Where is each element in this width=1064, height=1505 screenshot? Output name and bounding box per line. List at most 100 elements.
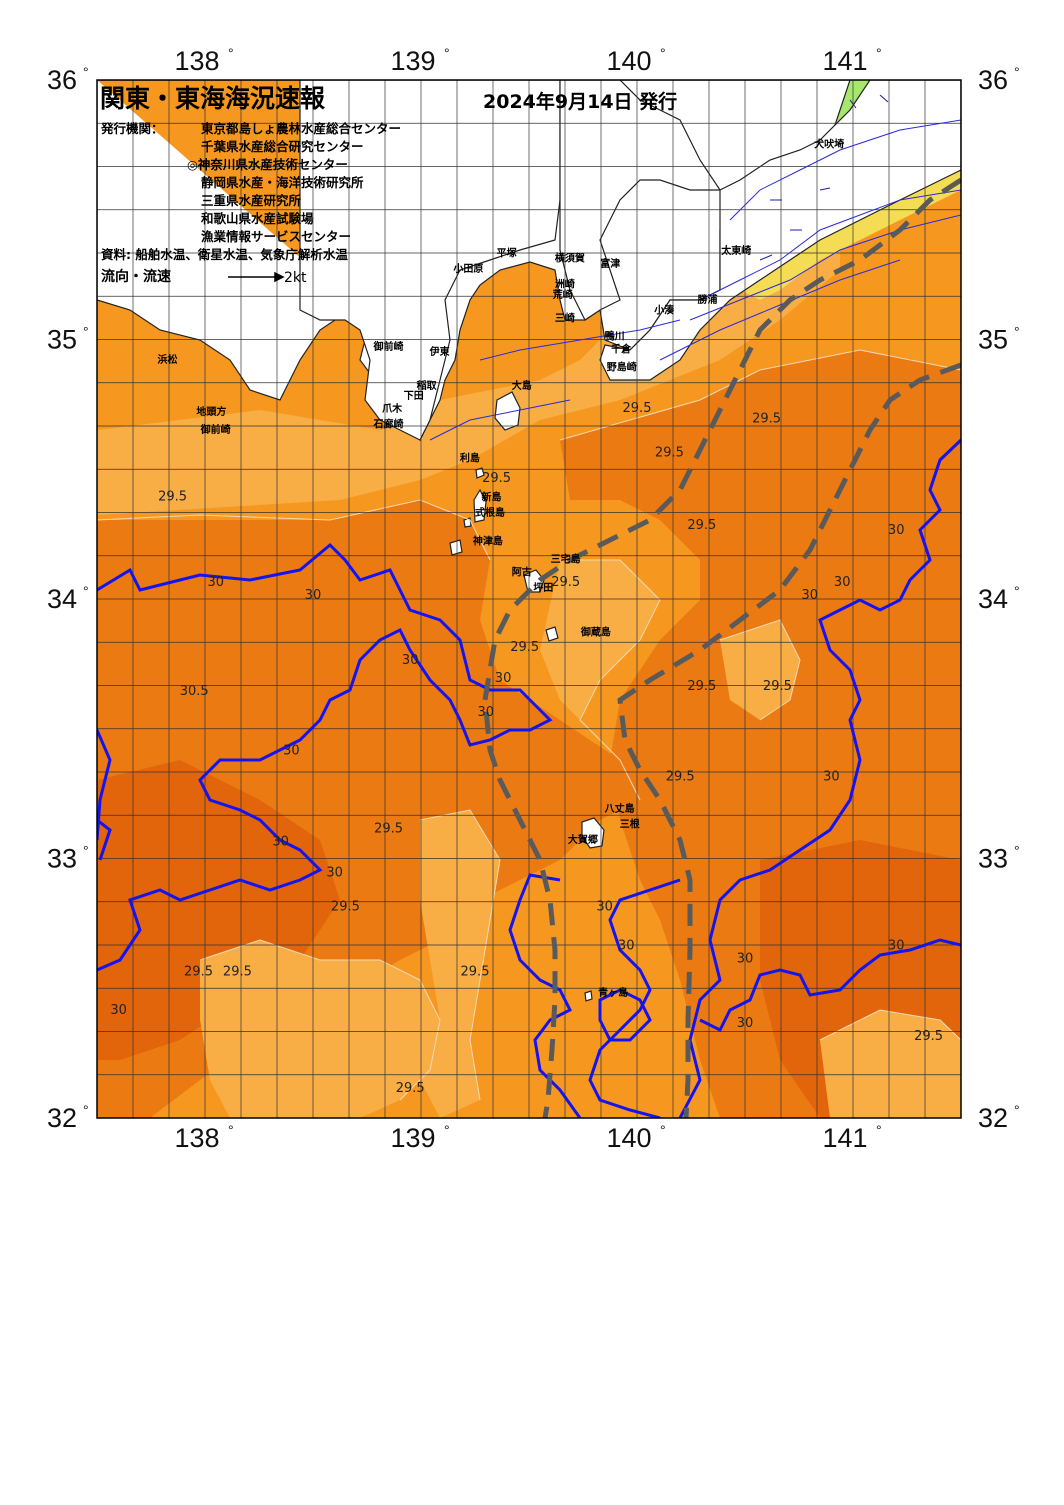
issuer-6: 和歌山県水産試験場 <box>200 211 314 226</box>
isotherm-label: 30 <box>823 770 840 785</box>
land <box>97 80 961 1002</box>
cool-zone-south-2 <box>420 810 500 1118</box>
lat-label-left: 36 <box>47 65 77 95</box>
place-name: 神津島 <box>473 535 503 548</box>
issue-date: 2024年9月14日 発行 <box>483 90 677 113</box>
isotherm-labels: 29.5 30.5 30 30 29.5 29.5 29.5 29.5 29.5 30 30 30 30… <box>110 401 943 1096</box>
lon-label-bottom: 138 <box>174 1123 219 1153</box>
isotherm-label: 30 <box>208 575 225 590</box>
lat-label-left: 33 <box>47 844 77 874</box>
degree-mark: ° <box>1014 1102 1020 1118</box>
place-name: 犬吠埼 <box>814 137 844 150</box>
aogashima <box>584 990 593 1002</box>
cool-zone-south-1 <box>200 940 440 1118</box>
place-name: 利島 <box>460 451 480 464</box>
kozushima <box>449 539 463 556</box>
isotherm-label: 29.5 <box>461 964 490 979</box>
place-name: 小田原 <box>452 262 483 275</box>
isotherm-label: 30 <box>495 671 512 686</box>
isotherm-label: 29.5 <box>655 445 684 460</box>
axis-labels: 138 ° 138 ° 139 ° 139 ° 140 ° 140 ° 141 ° 141 ° 36 ° 36 ° 35… <box>47 45 1020 1153</box>
lon-label-bottom: 141 <box>822 1123 867 1153</box>
isotherm-label: 29.5 <box>763 679 792 694</box>
lon-label-bottom: 140 <box>606 1123 651 1153</box>
lon-label-top: 140 <box>606 46 651 76</box>
place-name: 三崎 <box>555 311 575 324</box>
oshima <box>494 391 521 431</box>
place-name: 大島 <box>512 379 532 392</box>
lat-label-right: 35 <box>978 325 1008 355</box>
flow-arrows <box>759 94 889 261</box>
flow-scale-label: 2kt <box>284 270 307 286</box>
isotherm-label: 29.5 <box>396 1081 425 1096</box>
degree-mark: ° <box>83 1102 89 1118</box>
isotherm-label: 30 <box>888 523 905 538</box>
issuer-5: 三重県水産研究所 <box>201 193 302 208</box>
degree-mark: ° <box>660 45 666 61</box>
degree-mark: ° <box>83 64 89 80</box>
issuer-3: ◎神奈川県水産技術センター <box>187 157 348 172</box>
coastal-isotherms <box>429 119 961 441</box>
place-name: 三宅島 <box>551 553 581 566</box>
lon-label-top: 139 <box>390 46 435 76</box>
isotherm-label: 29.5 <box>510 640 539 655</box>
isotherm-label: 29.5 <box>623 401 652 416</box>
issuer-label: 発行機関： <box>100 121 164 136</box>
lon-label-bottom: 139 <box>390 1123 435 1153</box>
isotherm-label: 29.5 <box>551 575 580 590</box>
place-name: 大賀郷 <box>568 833 598 846</box>
isotherm-label: 29.5 <box>752 412 781 427</box>
place-name: 鴨川 <box>605 330 625 343</box>
isotherm-label: 29.5 <box>687 518 716 533</box>
niijima <box>473 488 487 523</box>
lat-label-left: 35 <box>47 325 77 355</box>
issuer-7: 漁業情報サービスセンター <box>201 229 351 244</box>
kuroshio-axis <box>482 177 961 1118</box>
degree-mark: ° <box>1014 583 1020 599</box>
lat-label-right: 34 <box>978 584 1008 614</box>
place-name: 三根 <box>620 817 640 830</box>
isotherm-label: 30 <box>305 588 322 603</box>
isotherm-label: 30 <box>737 1016 754 1031</box>
place-name: 勝浦 <box>697 293 717 306</box>
degree-mark: ° <box>876 1122 882 1138</box>
place-name: 爪木 <box>382 402 403 415</box>
place-name: 伊東 <box>429 345 450 358</box>
grid <box>97 80 961 1118</box>
isotherm-label: 29.5 <box>482 471 511 486</box>
place-name: 富津 <box>600 257 620 270</box>
map-title: 関東・東海海況速報 <box>100 84 326 113</box>
isotherm-label: 30 <box>737 951 754 966</box>
isotherm-label: 30 <box>326 866 343 881</box>
flow-scale-arrow <box>228 271 285 283</box>
degree-mark: ° <box>83 324 89 340</box>
place-name: 阿古 <box>512 566 532 579</box>
place-name: 御前崎 <box>372 340 403 353</box>
lat-label-right: 33 <box>978 844 1008 874</box>
isotherm-label: 29.5 <box>687 679 716 694</box>
cool-zone-mid <box>540 560 660 720</box>
lat-label-right: 36 <box>978 65 1008 95</box>
degree-mark: ° <box>660 1122 666 1138</box>
degree-mark: ° <box>83 583 89 599</box>
cool-zone-east <box>720 620 800 720</box>
warm-zone-far-south <box>97 760 340 1060</box>
lat-label-left: 32 <box>47 1103 77 1133</box>
degree-mark: ° <box>1014 843 1020 859</box>
place-name: 新島 <box>481 490 501 503</box>
hachijojima <box>581 817 605 849</box>
map-border <box>96 79 962 1119</box>
place-name: 御前崎 <box>200 423 231 436</box>
isotherm-label: 30 <box>596 899 613 914</box>
lat-label-right: 32 <box>978 1103 1008 1133</box>
place-name: 太東崎 <box>720 244 751 257</box>
degree-mark: ° <box>1014 64 1020 80</box>
isotherm-label: 30 <box>283 744 300 759</box>
issuer-2: 千葉県水産総合研究センター <box>201 139 364 154</box>
place-name: 石廊崎 <box>372 418 403 431</box>
cool-zone-southeast <box>820 1010 961 1118</box>
lat-label-left: 34 <box>47 584 77 614</box>
place-name: 荒崎 <box>552 288 573 301</box>
place-name: 地頭方 <box>196 405 226 418</box>
